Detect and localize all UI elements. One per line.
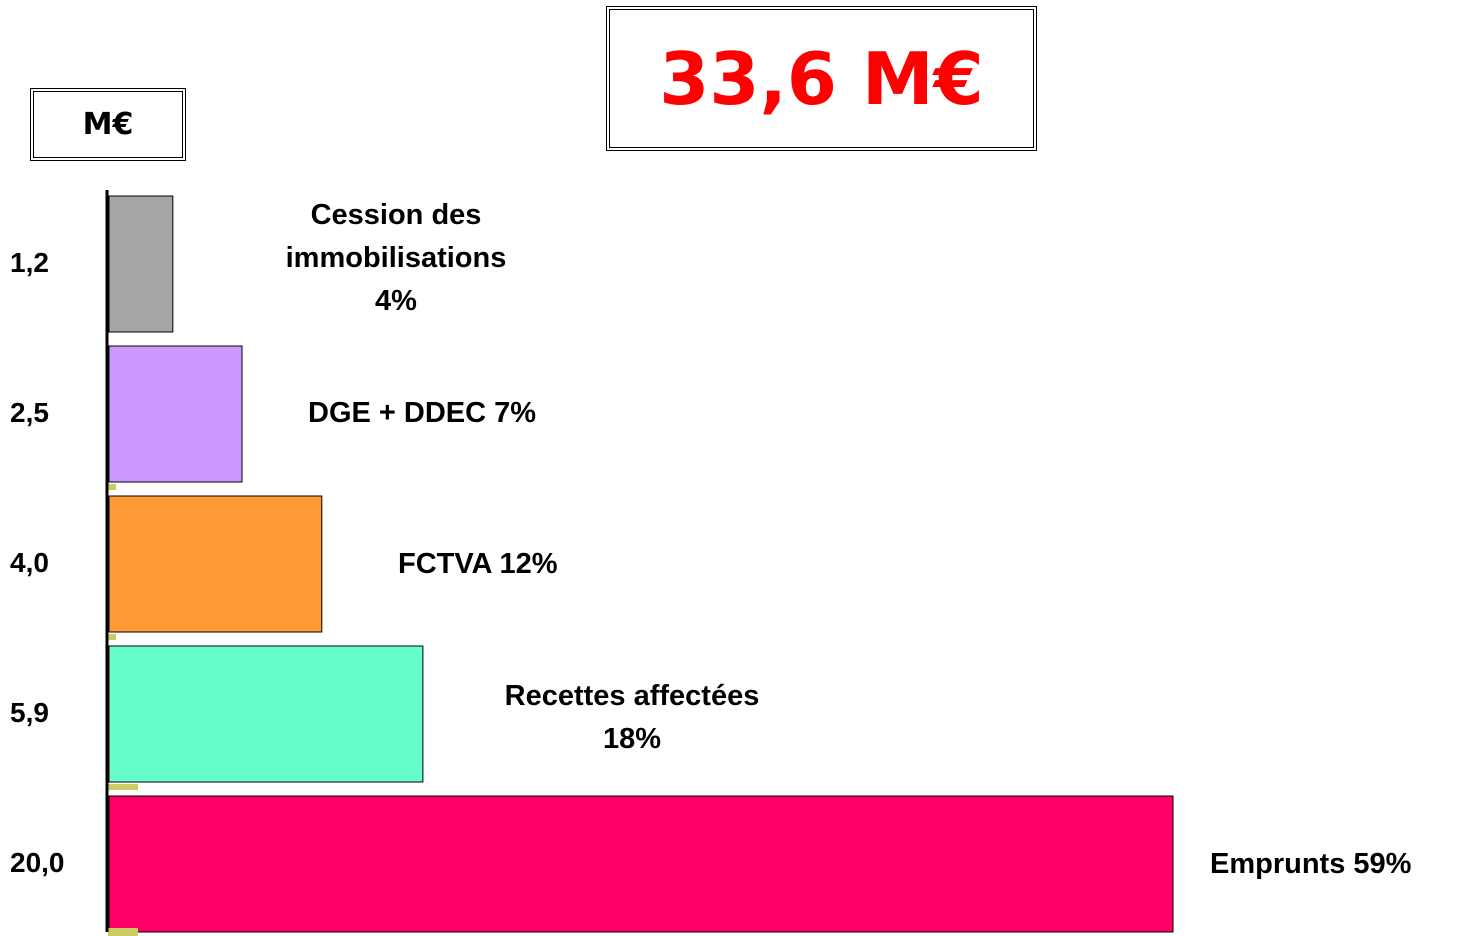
category-label: Emprunts 59% [1210,848,1412,880]
axis-stub [108,928,138,936]
category-label: FCTVA 12% [398,548,558,580]
value-label: 2,5 [10,397,49,428]
chart-title: 33,6 M€ [606,6,1037,151]
bar [108,795,1174,933]
category-label: Recettes affectées 18% [504,680,760,755]
unit-label: M€ [30,88,186,161]
category-label: Cession des immobilisations 4% [285,199,507,317]
value-label: 4,0 [10,547,49,578]
value-label: 20,0 [10,847,65,878]
category-label: DGE + DDEC 7% [308,397,537,429]
bar [108,195,174,333]
axis-stub [108,634,116,640]
bar [108,345,243,483]
bar [108,495,323,633]
value-label: 1,2 [10,247,49,278]
value-label: 5,9 [10,697,49,728]
bar [108,645,424,783]
axis-stub [108,784,138,790]
axis-stub [108,484,116,490]
